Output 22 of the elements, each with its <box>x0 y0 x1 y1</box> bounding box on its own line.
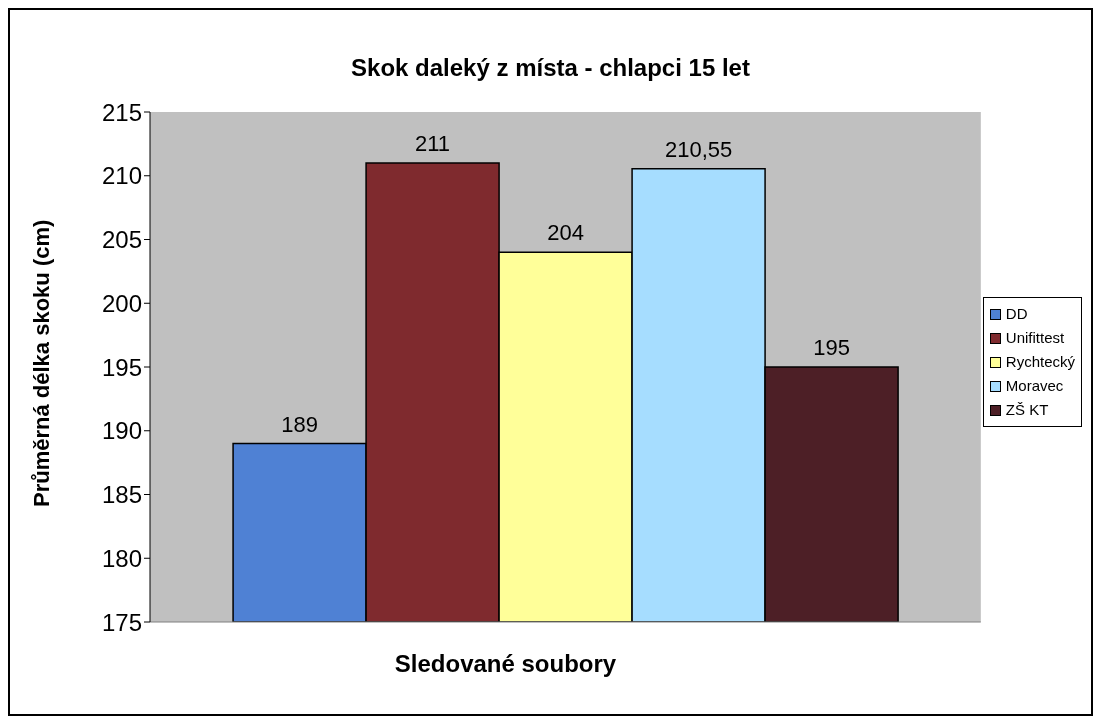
data-label: 204 <box>547 220 584 246</box>
y-tick-label: 200 <box>101 289 142 317</box>
y-tick-label: 210 <box>101 162 142 190</box>
legend-label: Rychtecký <box>1005 352 1075 372</box>
legend-label: DD <box>1005 304 1028 324</box>
y-tick-label: 185 <box>101 481 142 509</box>
data-label: 189 <box>281 411 318 437</box>
legend-label: Unifittest <box>1005 328 1065 348</box>
y-tick-label: 190 <box>101 417 142 445</box>
legend-label: ZŠ KT <box>1005 400 1049 420</box>
legend-label: Moravec <box>1005 376 1064 396</box>
y-tick-label: 205 <box>101 226 142 254</box>
y-axis-title: Průměrná délka skoku (cm) <box>28 219 54 507</box>
y-tick-label: 215 <box>101 98 142 126</box>
data-label: 210,55 <box>664 136 733 162</box>
x-axis-title: Sledované soubory <box>393 650 618 678</box>
y-tick-label: 175 <box>101 608 142 636</box>
chart-title: Skok daleký z místa - chlapci 15 let <box>350 54 751 82</box>
data-label: 195 <box>813 335 850 360</box>
y-tick-label: 195 <box>101 353 142 381</box>
y-tick-label: 180 <box>101 544 142 572</box>
data-label: 211 <box>415 131 451 156</box>
